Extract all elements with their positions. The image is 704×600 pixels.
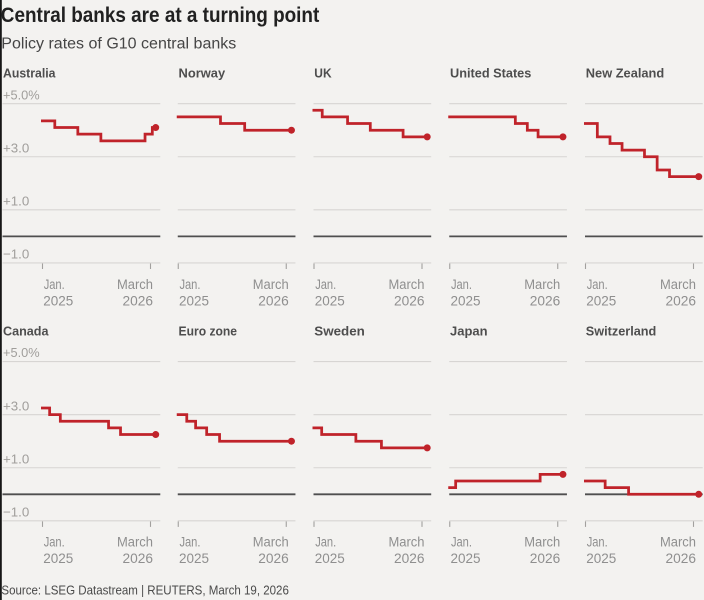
svg-text:2025: 2025	[586, 551, 616, 567]
svg-text:Jan.: Jan.	[451, 277, 472, 293]
svg-text:+1.0: +1.0	[3, 451, 29, 466]
svg-text:2026: 2026	[666, 551, 697, 567]
svg-text:March: March	[117, 535, 153, 551]
svg-text:2026: 2026	[530, 551, 561, 567]
svg-text:+5.0%: +5.0%	[3, 87, 40, 102]
svg-text:2025: 2025	[586, 293, 616, 309]
svg-text:Switzerland: Switzerland	[586, 323, 657, 338]
svg-text:March: March	[524, 535, 560, 551]
svg-text:2026: 2026	[258, 293, 289, 309]
svg-text:2026: 2026	[394, 293, 425, 309]
svg-text:Japan: Japan	[450, 323, 488, 338]
svg-text:March: March	[660, 535, 696, 551]
svg-text:+5.0%: +5.0%	[3, 345, 40, 360]
svg-text:March: March	[253, 535, 289, 551]
svg-text:2026: 2026	[530, 293, 561, 309]
svg-text:Jan.: Jan.	[315, 277, 336, 293]
svg-text:Jan.: Jan.	[44, 277, 65, 293]
svg-text:2025: 2025	[451, 551, 481, 567]
svg-text:March: March	[253, 277, 289, 293]
svg-text:Jan.: Jan.	[451, 535, 472, 551]
svg-text:2025: 2025	[179, 293, 209, 309]
svg-text:2025: 2025	[43, 293, 73, 309]
svg-text:2026: 2026	[258, 551, 289, 567]
svg-text:2025: 2025	[315, 293, 345, 309]
svg-text:2026: 2026	[394, 551, 425, 567]
svg-text:2025: 2025	[451, 293, 481, 309]
svg-text:New Zealand: New Zealand	[586, 66, 664, 81]
svg-text:2026: 2026	[123, 551, 154, 567]
svg-text:−1.0: −1.0	[3, 247, 29, 262]
svg-text:2026: 2026	[666, 293, 697, 309]
svg-text:Central banks are at a turning: Central banks are at a turning point	[1, 4, 320, 27]
svg-text:Jan.: Jan.	[587, 535, 608, 551]
svg-text:Policy rates of G10 central ba: Policy rates of G10 central banks	[1, 36, 236, 53]
svg-text:UK: UK	[314, 66, 332, 81]
svg-text:Sweden: Sweden	[314, 323, 365, 338]
svg-text:Jan.: Jan.	[179, 535, 200, 551]
svg-text:Jan.: Jan.	[587, 277, 608, 293]
svg-text:+1.0: +1.0	[3, 193, 29, 208]
svg-text:2025: 2025	[179, 551, 209, 567]
svg-text:Euro zone: Euro zone	[179, 323, 238, 338]
svg-text:−1.0: −1.0	[3, 504, 29, 519]
svg-text:March: March	[389, 277, 425, 293]
svg-text:Norway: Norway	[179, 66, 226, 81]
svg-text:Jan.: Jan.	[315, 535, 336, 551]
svg-text:Source: LSEG Datastream | REUT: Source: LSEG Datastream | REUTERS, March…	[1, 583, 289, 597]
svg-text:Jan.: Jan.	[179, 277, 200, 293]
svg-text:+3.0: +3.0	[3, 140, 29, 155]
svg-text:Australia: Australia	[3, 66, 56, 81]
svg-text:Jan.: Jan.	[44, 535, 65, 551]
svg-text:2026: 2026	[123, 293, 154, 309]
svg-text:March: March	[524, 277, 560, 293]
svg-text:March: March	[389, 535, 425, 551]
svg-text:2025: 2025	[315, 551, 345, 567]
svg-text:March: March	[117, 277, 153, 293]
svg-text:United States: United States	[450, 66, 531, 81]
svg-text:Canada: Canada	[3, 323, 49, 338]
svg-text:March: March	[660, 277, 696, 293]
svg-text:2025: 2025	[43, 551, 73, 567]
svg-text:+3.0: +3.0	[3, 398, 29, 413]
